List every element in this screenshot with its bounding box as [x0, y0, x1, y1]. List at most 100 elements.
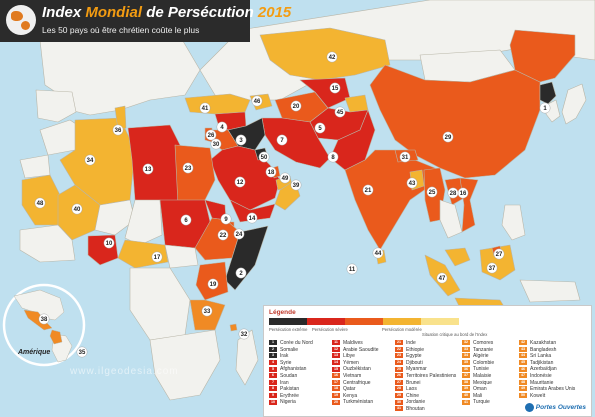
rank-label: 42: [329, 55, 336, 61]
rank-label: 32: [241, 332, 248, 338]
country-kazakhstan: [259, 27, 391, 81]
rank-label: 31: [402, 155, 409, 161]
legend-country-name: Turkménistan: [343, 399, 374, 406]
legend-country-name: Turquie: [473, 399, 490, 406]
legend-country-name: Colombie: [473, 359, 495, 366]
country-egypt: [174, 144, 216, 206]
legend-rank-swatch: 49: [519, 386, 527, 392]
legend-country-name: Emirats Arabes Unis: [530, 386, 576, 393]
rank-badge: [199, 102, 211, 114]
legend-entry: 34 Algérie: [462, 353, 494, 360]
legend-entry: 8 Pakistan: [269, 386, 313, 393]
map-legend: Légende Persécution extrême Persécution …: [263, 305, 592, 417]
legend-entry: 49 Emirats Arabes Unis: [519, 386, 575, 393]
legend-column: 42 Kazakhstan 43 Bangladesh 44 Sri Lanka 45 Tad…: [519, 340, 575, 399]
legend-country-name: Inde: [406, 340, 416, 346]
legend-rank-swatch: 47: [519, 373, 527, 379]
legend-entry: 1 Corée du Nord: [269, 340, 313, 347]
country-tunisia: [114, 105, 127, 131]
legend-entry: 11 Maldives: [332, 340, 379, 347]
rank-label: 48: [37, 201, 44, 207]
legend-rank-swatch: 7: [269, 379, 277, 385]
rank-label: 38: [41, 317, 48, 323]
rank-badge: [265, 166, 277, 178]
country-south-sudan: [164, 244, 199, 269]
globe-icon: [6, 5, 36, 35]
country-north-korea: [539, 81, 557, 105]
legend-rank-swatch: 32: [462, 340, 470, 346]
legend-country-name: Bangladesh: [530, 346, 557, 353]
legend-entry: 27 Brunei: [395, 380, 456, 387]
rank-badge: [426, 186, 438, 198]
rank-badge: [346, 263, 358, 275]
rank-label: 44: [375, 251, 382, 257]
country-southern-africa: [149, 329, 221, 401]
legend-country-name: Afghanistan: [280, 366, 307, 373]
legend-scale-label: Persécution sévère: [312, 327, 348, 332]
rank-badge: [327, 151, 339, 163]
rank-label: 27: [496, 252, 503, 258]
legend-country-name: Pakistan: [280, 386, 300, 393]
inset-colombia: [49, 329, 63, 345]
legend-rank-swatch: 29: [395, 392, 403, 398]
legend-title: Légende: [269, 309, 296, 316]
legend-column: 32 Comores 33 Tanzanie 34 Algérie 35 Colombie 36…: [462, 340, 494, 406]
legend-entry: 47 Indonésie: [519, 373, 575, 380]
legend-entry: 2 Somalie: [269, 347, 313, 354]
rank-label: 21: [365, 188, 372, 194]
rank-label: 49: [282, 176, 289, 182]
rank-label: 5: [318, 126, 322, 132]
legend-country-name: Libye: [343, 353, 355, 360]
legend-entry: 20 Turkménistan: [332, 399, 379, 406]
rank-badge: [290, 179, 302, 191]
legend-entry: 36 Tunisie: [462, 366, 494, 373]
legend-country-name: Bhoutan: [406, 405, 425, 412]
legend-rank-swatch: 46: [519, 366, 527, 372]
rank-badge: [447, 187, 459, 199]
legend-rank-swatch: 1: [269, 340, 277, 346]
legend-entry: 4 Syrie: [269, 360, 313, 367]
rank-badge: [235, 134, 247, 146]
legend-country-name: Irak: [280, 353, 289, 360]
rank-label: 1: [543, 106, 547, 112]
legend-rank-swatch: 40: [462, 392, 470, 398]
legend-column: 11 Maldives 12 Arabie Saoudite 13 Libye 14 Yéme…: [332, 340, 379, 406]
legend-country-name: Ethiopie: [406, 346, 425, 353]
legend-entry: 24 Djibouti: [395, 360, 456, 367]
rank-label: 41: [202, 106, 209, 112]
rank-label: 8: [331, 155, 335, 161]
legend-country-name: Mauritanie: [530, 379, 554, 386]
legend-entry: 38 Mexique: [462, 380, 494, 387]
legend-country-name: Mali: [473, 392, 483, 399]
legend-country-name: Vietnam: [343, 372, 362, 379]
legend-entry: 31 Bhoutan: [395, 406, 456, 413]
rank-label: 26: [208, 133, 215, 139]
rank-label: 24: [236, 232, 243, 238]
map-header: Index Mondial de Persécution 2015 Les 50…: [0, 0, 291, 42]
rank-label: 29: [445, 135, 452, 141]
legend-country-name: Ouzbékistan: [343, 366, 371, 373]
rank-label: 40: [74, 207, 81, 213]
rank-badge: [314, 122, 326, 134]
rank-label: 35: [79, 350, 86, 356]
legend-country-name: Kazakhstan: [530, 340, 557, 346]
legend-country-name: Tunisie: [473, 366, 489, 373]
rank-label: 36: [115, 128, 122, 134]
legend-rank-swatch: 4: [269, 359, 277, 365]
rank-label: 47: [439, 276, 446, 282]
legend-entry: 23 Egypte: [395, 353, 456, 360]
rank-badge: [238, 328, 250, 340]
map-subtitle: Les 50 pays où être chrétien coûte le pl…: [42, 25, 200, 35]
rank-badge: [151, 251, 163, 263]
rank-badge: [38, 313, 50, 325]
legend-rank-swatch: 43: [519, 346, 527, 352]
rank-label: 45: [337, 110, 344, 116]
legend-column: 21 Inde 22 Ethiopie 23 Egypte 24 Djibouti 25 Myan…: [395, 340, 456, 413]
legend-entry: 19 Kenya: [332, 393, 379, 400]
rank-label: 4: [220, 125, 224, 131]
rank-badge: [207, 278, 219, 290]
legend-entry: 48 Mauritanie: [519, 380, 575, 387]
legend-rank-swatch: 34: [462, 353, 470, 359]
rank-badge: [182, 162, 194, 174]
legend-country-name: Mexique: [473, 379, 492, 386]
